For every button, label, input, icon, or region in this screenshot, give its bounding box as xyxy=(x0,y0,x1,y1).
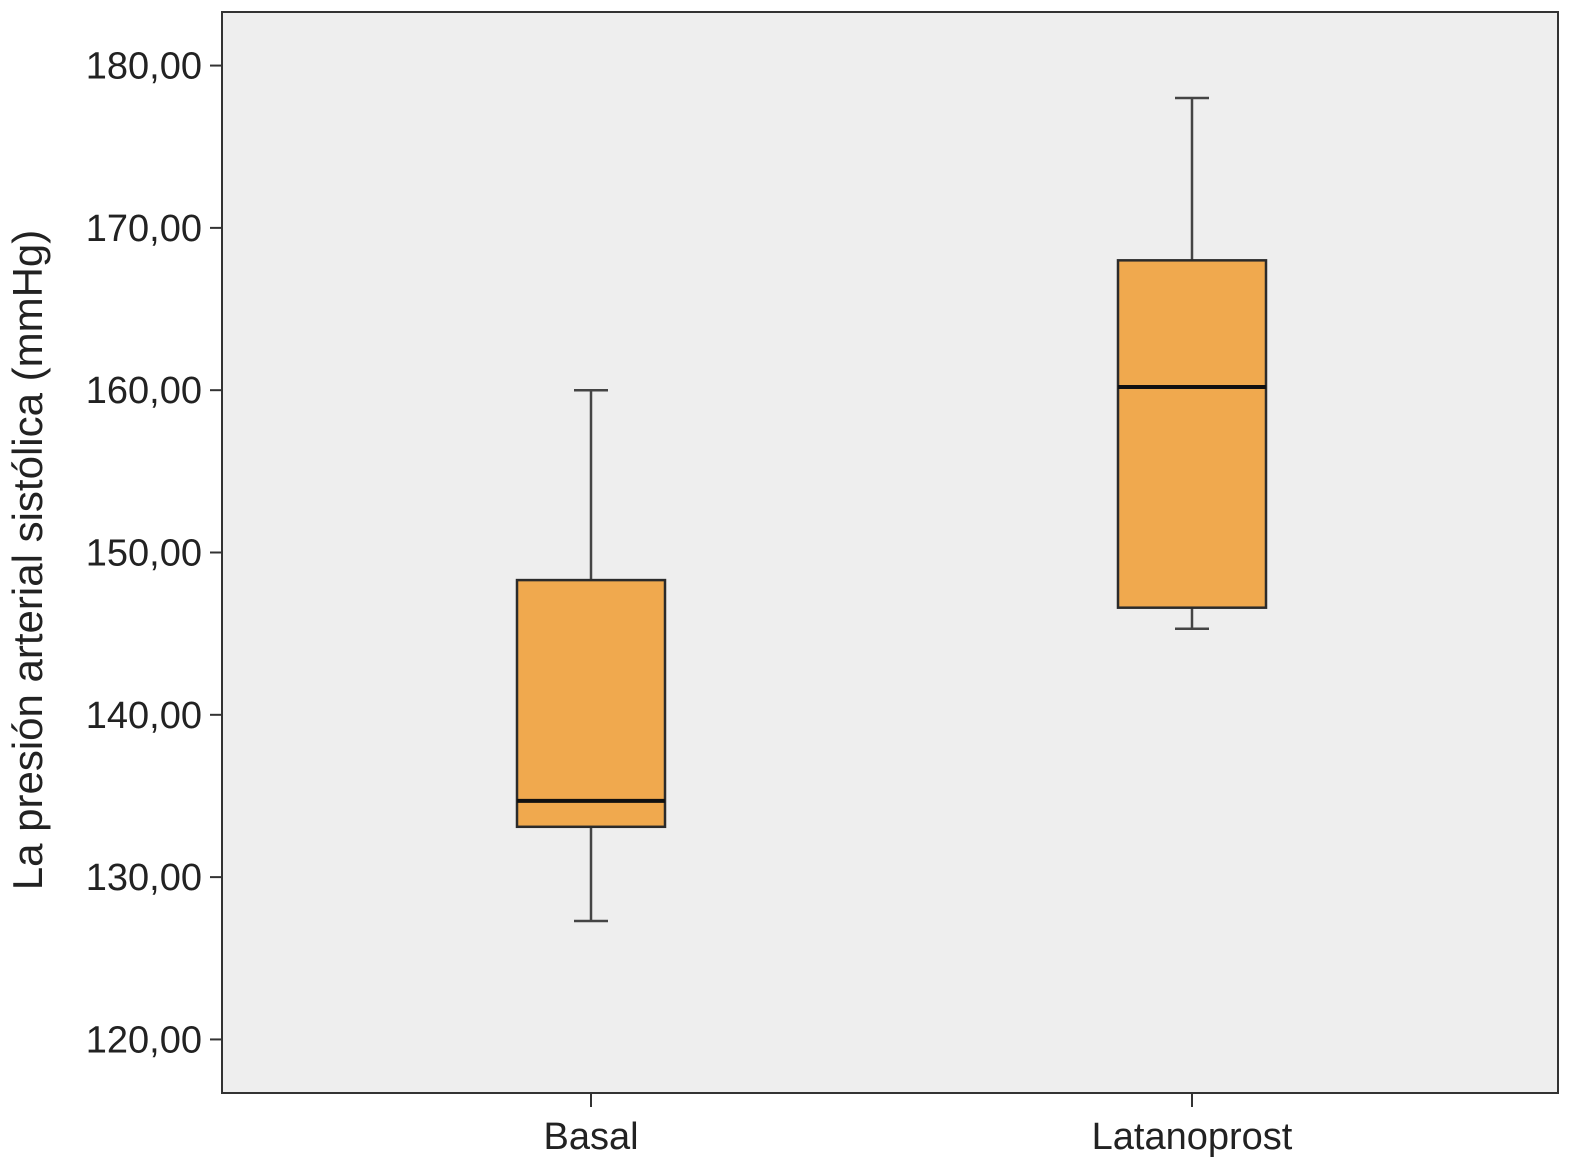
x-tick-label: Latanoprost xyxy=(1092,1116,1293,1158)
y-axis: 120,00 130,00 140,00 150,00 160,00 170,00 180,… xyxy=(86,46,222,1061)
iqr-box xyxy=(1116,259,1268,609)
y-tick-label: 140,00 xyxy=(86,695,202,737)
y-tick-label: 160,00 xyxy=(86,370,202,412)
y-axis-title: La presión arterial sistólica (mmHg) xyxy=(4,230,51,891)
boxes xyxy=(515,96,1268,923)
x-tick-label: Basal xyxy=(543,1116,638,1158)
iqr-box xyxy=(515,578,667,829)
y-tick-label: 120,00 xyxy=(86,1019,202,1061)
box-group-latanoprost xyxy=(1116,96,1268,631)
box-group-basal xyxy=(515,388,667,923)
y-tick-label: 150,00 xyxy=(86,533,202,575)
plot-area xyxy=(221,11,1559,1094)
x-axis: Basal Latanoprost xyxy=(543,1093,1293,1158)
y-tick-label: 180,00 xyxy=(86,46,202,88)
y-tick-label: 170,00 xyxy=(86,208,202,250)
y-tick-label: 130,00 xyxy=(86,857,202,899)
